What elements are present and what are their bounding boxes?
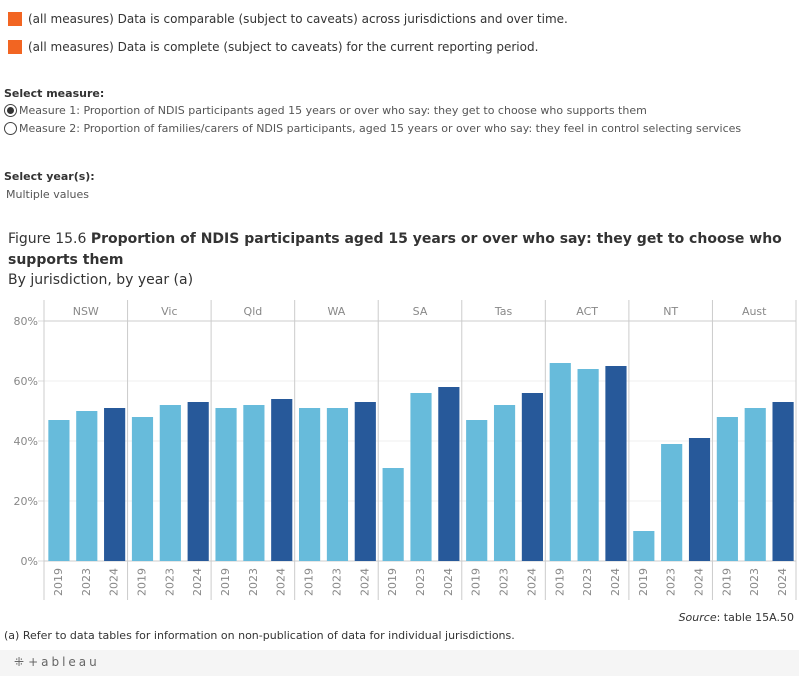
bar-tas-2019: [466, 420, 488, 561]
measure-1-option[interactable]: Measure 1: Proportion of NDIS participan…: [4, 104, 647, 117]
bar-sa-2019: [382, 468, 404, 561]
select-measure-label: Select measure:: [4, 87, 105, 100]
tableau-logo[interactable]: ⁜ +ableau: [14, 655, 100, 669]
caveat-complete: (all measures) Data is complete (subject…: [8, 40, 538, 54]
bar-nt-2023: [661, 444, 683, 561]
tableau-cross-icon: ⁜: [14, 655, 25, 669]
bar-nsw-2019: [48, 420, 70, 561]
x-tick-label: 2019: [386, 568, 399, 596]
x-tick-label: 2023: [748, 568, 761, 596]
bar-wa-2019: [299, 408, 321, 561]
figure-title: Figure 15.6 Proportion of NDIS participa…: [8, 229, 793, 271]
radio-unselected-icon[interactable]: [4, 122, 17, 135]
measure-1-label[interactable]: Measure 1: Proportion of NDIS participan…: [19, 104, 647, 117]
caveat-text: (all measures) Data is comparable (subje…: [28, 12, 568, 26]
bar-wa-2024: [354, 402, 376, 561]
y-tick-label: 20%: [14, 495, 38, 508]
panel-header-wa: WA: [328, 305, 346, 318]
bar-act-2024: [605, 366, 627, 561]
x-tick-label: 2024: [609, 568, 622, 596]
y-tick-label: 60%: [14, 375, 38, 388]
measure-2-option[interactable]: Measure 2: Proportion of families/carers…: [4, 122, 741, 135]
bar-aust-2024: [772, 402, 794, 561]
x-tick-label: 2023: [80, 568, 93, 596]
panel-header-nsw: NSW: [73, 305, 99, 318]
bar-aust-2019: [716, 417, 738, 561]
x-tick-label: 2019: [52, 568, 65, 596]
x-tick-label: 2023: [414, 568, 427, 596]
panel-header-aust: Aust: [742, 305, 767, 318]
y-tick-label: 40%: [14, 435, 38, 448]
x-tick-label: 2023: [330, 568, 343, 596]
bar-chart: 0% 20% 40% 60% 80% NSW 2019 2023 2024 Vic 2019 2023…: [14, 300, 797, 600]
x-tick-label: 2024: [776, 568, 789, 596]
x-tick-label: 2024: [275, 568, 288, 596]
caveat-comparable: (all measures) Data is comparable (subje…: [8, 12, 568, 26]
footer-bar: ⁜ +ableau: [0, 650, 799, 676]
source-citation: Source: table 15A.50: [679, 611, 794, 624]
footnote: (a) Refer to data tables for information…: [4, 629, 515, 642]
bar-sa-2024: [438, 387, 460, 561]
select-years-label: Select year(s):: [4, 170, 95, 183]
x-tick-label: 2024: [358, 568, 371, 596]
x-tick-label: 2024: [442, 568, 455, 596]
caveat-text: (all measures) Data is complete (subject…: [28, 40, 539, 54]
bar-act-2019: [549, 363, 571, 561]
bar-nt-2024: [688, 438, 711, 561]
panel-header-act: ACT: [576, 305, 598, 318]
x-tick-label: 2024: [525, 568, 538, 596]
bar-vic-2024: [187, 402, 209, 561]
panel-header-tas: Tas: [494, 305, 513, 318]
source-label: Source: [678, 611, 717, 624]
tableau-logo-text: +ableau: [28, 655, 100, 669]
bar-wa-2023: [326, 408, 349, 561]
x-tick-label: 2019: [470, 568, 483, 596]
measure-2-label[interactable]: Measure 2: Proportion of families/carers…: [19, 122, 742, 135]
y-tick-label: 80%: [14, 315, 38, 328]
panel-header-nt: NT: [663, 305, 678, 318]
orange-square-icon: [8, 12, 22, 26]
x-tick-label: 2024: [108, 568, 121, 596]
year-filter-value[interactable]: Multiple values: [6, 188, 89, 201]
x-tick-label: 2019: [219, 568, 232, 596]
x-tick-label: 2023: [247, 568, 260, 596]
bar-vic-2023: [159, 405, 181, 561]
bar-aust-2023: [744, 408, 766, 561]
panel-header-qld: Qld: [244, 305, 263, 318]
bar-nsw-2023: [76, 411, 98, 561]
bar-nsw-2024: [104, 408, 126, 561]
x-tick-label: 2019: [135, 568, 148, 596]
x-tick-label: 2019: [720, 568, 733, 596]
y-tick-label: 0%: [21, 555, 38, 568]
bar-vic-2019: [131, 417, 154, 561]
bar-qld-2024: [271, 399, 293, 561]
x-tick-label: 2024: [191, 568, 204, 596]
x-tick-label: 2024: [693, 568, 706, 596]
x-tick-label: 2019: [637, 568, 650, 596]
x-tick-label: 2023: [665, 568, 678, 596]
source-text: : table 15A.50: [716, 611, 794, 624]
figure-number: Figure 15.6: [8, 231, 87, 247]
x-tick-label: 2019: [553, 568, 566, 596]
figure-subtitle: By jurisdiction, by year (a): [8, 272, 194, 288]
bar-act-2023: [577, 369, 599, 561]
bar-tas-2023: [493, 405, 516, 561]
bar-qld-2019: [215, 408, 237, 561]
x-tick-label: 2023: [163, 568, 176, 596]
figure-title-text: Proportion of NDIS participants aged 15 …: [8, 231, 782, 268]
bar-tas-2024: [521, 393, 543, 561]
orange-square-icon: [8, 40, 22, 54]
radio-selected-icon[interactable]: [4, 104, 17, 117]
bar-qld-2023: [243, 405, 265, 561]
panel-header-sa: SA: [413, 305, 428, 318]
x-tick-label: 2019: [303, 568, 316, 596]
x-tick-label: 2023: [581, 568, 594, 596]
bar-sa-2023: [410, 393, 432, 561]
bar-nt-2019: [633, 531, 655, 561]
panel-header-vic: Vic: [161, 305, 177, 318]
x-tick-label: 2023: [498, 568, 511, 596]
